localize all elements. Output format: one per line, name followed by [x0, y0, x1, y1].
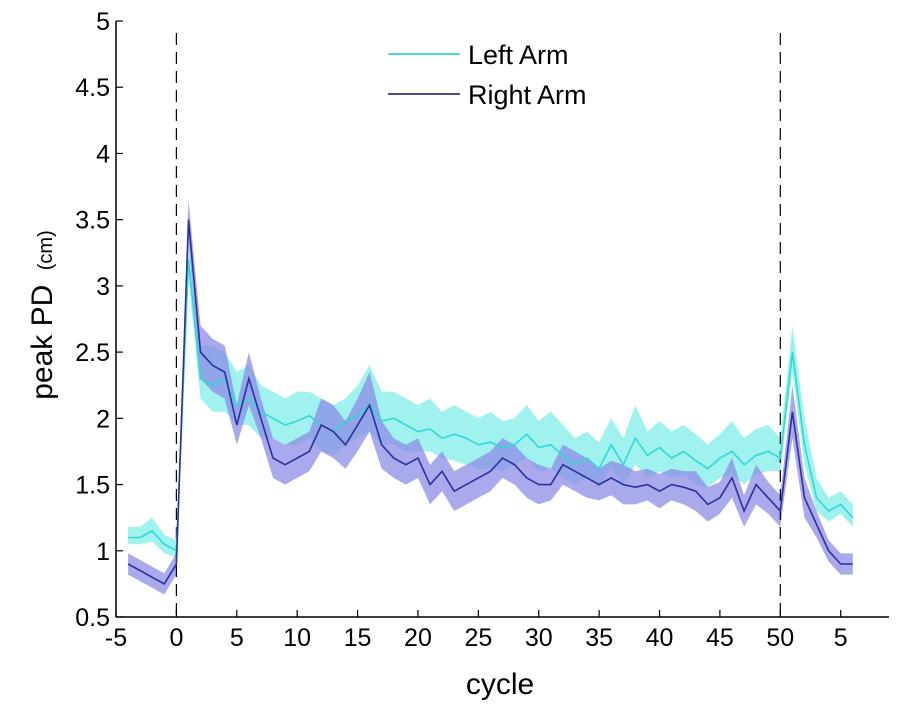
y-tick-label: 4.5 — [75, 74, 110, 102]
left-arm-line — [128, 259, 854, 553]
y-axis-label: peak PD (cm) — [26, 230, 59, 400]
x-tick-label: 10 — [283, 624, 311, 652]
x-axis-label: cycle — [466, 668, 534, 701]
y-axis-label-text: peak PD — [26, 285, 59, 400]
x-tick-label: 15 — [344, 624, 372, 652]
y-axis-ticks: 0.5 1 1.5 2 2.5 3 3.5 4 4.5 5 — [75, 8, 123, 632]
right-arm-line — [127, 219, 853, 585]
left-arm-band — [128, 239, 853, 558]
y-axis-label-group: peak PD (cm) — [26, 230, 59, 400]
x-axis-ticks: -5 0 5 10 15 20 25 30 35 40 45 50 5 — [105, 610, 848, 652]
x-tick-label: 50 — [766, 624, 794, 652]
y-tick-label: 4 — [96, 140, 110, 168]
x-tick-label: 5 — [230, 624, 244, 652]
x-tick-label: 0 — [169, 624, 183, 652]
x-tick-label: 30 — [525, 624, 553, 652]
y-tick-label: 0.5 — [75, 604, 110, 632]
y-tick-label: 2.5 — [75, 339, 110, 367]
left-arm-legend-label: Left Arm — [468, 40, 569, 70]
y-tick-label: 1 — [96, 538, 110, 566]
legend: Left Arm Right Arm — [388, 40, 587, 110]
right-arm-band — [128, 199, 853, 595]
series-lines — [127, 219, 854, 585]
x-tick-label: 25 — [464, 624, 492, 652]
axes — [115, 21, 889, 618]
y-tick-label: 3.5 — [75, 207, 110, 235]
right-arm-legend-label: Right Arm — [468, 80, 587, 110]
y-tick-label: 2 — [96, 405, 110, 433]
y-tick-label: 1.5 — [75, 472, 110, 500]
y-tick-label: 5 — [96, 8, 110, 36]
x-tick-label: 20 — [404, 624, 432, 652]
confidence-bands — [128, 199, 853, 595]
y-tick-label: 3 — [96, 273, 110, 301]
x-tick-label: 40 — [646, 624, 674, 652]
x-tick-label: 45 — [706, 624, 734, 652]
x-tick-label: 35 — [585, 624, 613, 652]
x-tick-label: -5 — [105, 624, 127, 652]
y-axis-unit: (cm) — [35, 230, 57, 270]
vertical-markers — [175, 33, 781, 617]
x-tick-label: 5 — [834, 624, 848, 652]
